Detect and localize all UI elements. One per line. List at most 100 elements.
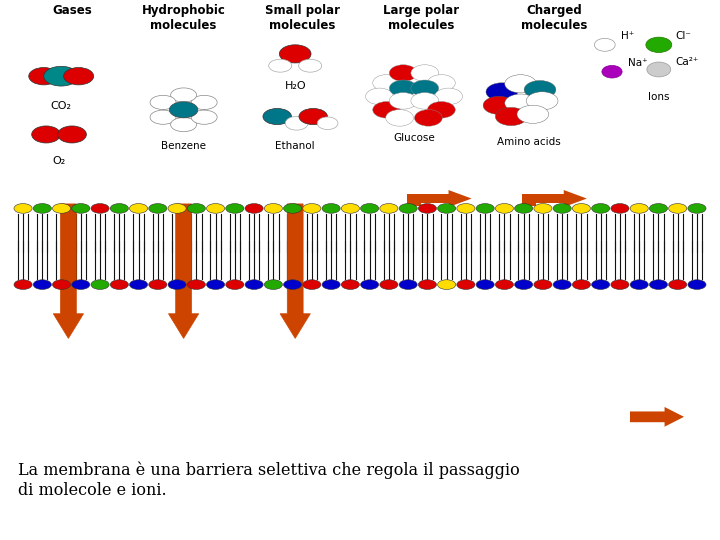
Ellipse shape	[263, 109, 292, 125]
Ellipse shape	[411, 80, 438, 97]
Ellipse shape	[647, 62, 671, 77]
Ellipse shape	[649, 280, 667, 289]
Ellipse shape	[456, 280, 475, 289]
Text: Charged
molecules: Charged molecules	[521, 4, 588, 32]
Ellipse shape	[207, 204, 225, 213]
Ellipse shape	[524, 80, 556, 99]
Ellipse shape	[415, 110, 442, 126]
Ellipse shape	[53, 280, 71, 289]
Ellipse shape	[438, 204, 456, 213]
Ellipse shape	[187, 204, 205, 213]
Ellipse shape	[476, 204, 494, 213]
Ellipse shape	[515, 204, 533, 213]
Ellipse shape	[592, 204, 610, 213]
Ellipse shape	[58, 126, 86, 143]
Text: Na⁺: Na⁺	[628, 58, 647, 68]
Text: H⁺: H⁺	[621, 31, 634, 41]
Ellipse shape	[29, 68, 59, 85]
Text: La membrana è una barriera selettiva che regola il passaggio
di molecole e ioni.: La membrana è una barriera selettiva che…	[18, 462, 520, 499]
Polygon shape	[630, 407, 684, 427]
Ellipse shape	[428, 102, 455, 118]
Ellipse shape	[207, 280, 225, 289]
Ellipse shape	[279, 45, 311, 63]
Polygon shape	[53, 204, 84, 339]
Ellipse shape	[495, 204, 513, 213]
Ellipse shape	[361, 204, 379, 213]
Text: Ethanol: Ethanol	[275, 141, 315, 151]
Ellipse shape	[361, 280, 379, 289]
Ellipse shape	[386, 110, 413, 126]
Ellipse shape	[373, 102, 400, 118]
Ellipse shape	[380, 204, 398, 213]
Polygon shape	[564, 190, 587, 207]
Ellipse shape	[33, 204, 51, 213]
Ellipse shape	[245, 280, 264, 289]
Polygon shape	[168, 204, 199, 339]
Ellipse shape	[110, 204, 128, 213]
Ellipse shape	[534, 204, 552, 213]
Ellipse shape	[515, 280, 533, 289]
Ellipse shape	[14, 280, 32, 289]
Ellipse shape	[366, 88, 393, 105]
Ellipse shape	[187, 280, 205, 289]
Text: Hydrophobic
molecules: Hydrophobic molecules	[142, 4, 225, 32]
Ellipse shape	[380, 280, 398, 289]
Ellipse shape	[150, 96, 176, 110]
Ellipse shape	[192, 110, 217, 124]
Ellipse shape	[149, 280, 167, 289]
Ellipse shape	[373, 75, 400, 91]
Ellipse shape	[649, 204, 667, 213]
Ellipse shape	[428, 75, 455, 91]
Ellipse shape	[303, 204, 321, 213]
Bar	[407, 194, 449, 203]
Ellipse shape	[226, 280, 244, 289]
Ellipse shape	[168, 280, 186, 289]
Ellipse shape	[130, 280, 148, 289]
Ellipse shape	[169, 102, 198, 118]
Ellipse shape	[411, 65, 438, 82]
Bar	[522, 194, 536, 206]
Ellipse shape	[285, 117, 308, 130]
Ellipse shape	[322, 280, 340, 289]
Ellipse shape	[264, 280, 282, 289]
Ellipse shape	[611, 280, 629, 289]
Ellipse shape	[149, 204, 167, 213]
Ellipse shape	[168, 204, 186, 213]
Ellipse shape	[390, 92, 417, 109]
Ellipse shape	[456, 204, 475, 213]
Ellipse shape	[572, 204, 590, 213]
Text: Ions: Ions	[648, 92, 670, 102]
Ellipse shape	[192, 96, 217, 110]
Ellipse shape	[399, 204, 417, 213]
Ellipse shape	[553, 280, 571, 289]
Ellipse shape	[150, 110, 176, 124]
Ellipse shape	[669, 204, 687, 213]
Ellipse shape	[110, 280, 128, 289]
Ellipse shape	[318, 117, 338, 130]
Text: Glucose: Glucose	[393, 133, 435, 143]
Bar	[407, 194, 421, 206]
Ellipse shape	[495, 107, 527, 126]
Ellipse shape	[486, 83, 518, 101]
Ellipse shape	[171, 118, 197, 132]
Text: Benzene: Benzene	[161, 141, 206, 151]
Ellipse shape	[505, 75, 536, 93]
Ellipse shape	[264, 204, 282, 213]
Ellipse shape	[526, 92, 558, 110]
Ellipse shape	[505, 94, 536, 112]
Ellipse shape	[418, 280, 436, 289]
Ellipse shape	[44, 66, 78, 86]
Ellipse shape	[226, 204, 244, 213]
Ellipse shape	[411, 92, 438, 109]
Ellipse shape	[91, 204, 109, 213]
Ellipse shape	[592, 280, 610, 289]
Ellipse shape	[476, 280, 494, 289]
Text: Amino acids: Amino acids	[498, 137, 561, 147]
Ellipse shape	[553, 204, 571, 213]
Ellipse shape	[299, 59, 322, 72]
Text: Large polar
molecules: Large polar molecules	[383, 4, 459, 32]
Ellipse shape	[284, 280, 302, 289]
Polygon shape	[449, 190, 472, 207]
Ellipse shape	[688, 280, 706, 289]
Ellipse shape	[341, 280, 359, 289]
